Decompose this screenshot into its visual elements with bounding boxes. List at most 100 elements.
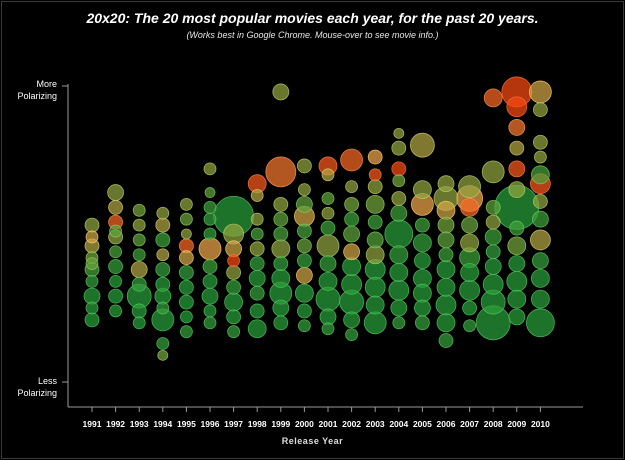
movie-bubble[interactable] bbox=[485, 244, 501, 260]
movie-bubble[interactable] bbox=[271, 268, 291, 288]
movie-bubble[interactable] bbox=[109, 245, 122, 259]
movie-bubble[interactable] bbox=[249, 303, 265, 319]
movie-bubble[interactable] bbox=[438, 247, 454, 263]
movie-bubble[interactable] bbox=[531, 165, 550, 185]
movie-bubble[interactable] bbox=[436, 277, 456, 297]
movie-bubble[interactable] bbox=[482, 273, 504, 295]
movie-bubble[interactable] bbox=[272, 299, 290, 317]
movie-bubble[interactable] bbox=[227, 325, 241, 339]
movie-bubble[interactable] bbox=[155, 232, 171, 248]
movie-bubble[interactable] bbox=[484, 228, 502, 246]
movie-bubble[interactable] bbox=[461, 216, 479, 234]
movie-bubble[interactable] bbox=[203, 200, 217, 214]
movie-bubble[interactable] bbox=[365, 245, 385, 265]
movie-bubble[interactable] bbox=[132, 233, 146, 247]
movie-bubble[interactable] bbox=[367, 179, 383, 195]
movie-bubble[interactable] bbox=[508, 119, 526, 136]
movie-bubble[interactable] bbox=[249, 285, 265, 301]
movie-bubble[interactable] bbox=[463, 319, 477, 333]
movie-bubble[interactable] bbox=[156, 337, 170, 350]
movie-bubble[interactable] bbox=[462, 300, 478, 316]
movie-bubble[interactable] bbox=[108, 199, 123, 215]
movie-bubble[interactable] bbox=[249, 241, 265, 257]
movie-bubble[interactable] bbox=[180, 228, 192, 240]
movie-bubble[interactable] bbox=[155, 217, 171, 233]
movie-bubble[interactable] bbox=[85, 230, 99, 244]
movie-bubble[interactable] bbox=[178, 294, 194, 310]
movie-bubble[interactable] bbox=[391, 161, 407, 177]
movie-bubble[interactable] bbox=[273, 226, 289, 242]
movie-bubble[interactable] bbox=[85, 301, 99, 315]
movie-bubble[interactable] bbox=[85, 274, 99, 288]
movie-bubble[interactable] bbox=[265, 156, 297, 188]
movie-bubble[interactable] bbox=[435, 294, 457, 316]
movie-bubble[interactable] bbox=[203, 162, 217, 176]
movie-bubble[interactable] bbox=[345, 328, 359, 342]
movie-bubble[interactable] bbox=[367, 214, 383, 230]
movie-bubble[interactable] bbox=[436, 260, 456, 279]
movie-bubble[interactable] bbox=[201, 287, 219, 305]
movie-bubble[interactable] bbox=[132, 248, 146, 262]
movie-bubble[interactable] bbox=[227, 254, 241, 268]
movie-bubble[interactable] bbox=[412, 233, 432, 253]
movie-bubble[interactable] bbox=[413, 299, 431, 317]
movie-bubble[interactable] bbox=[273, 196, 289, 212]
movie-bubble[interactable] bbox=[366, 231, 384, 249]
movie-bubble[interactable] bbox=[297, 183, 311, 197]
movie-bubble[interactable] bbox=[345, 180, 359, 194]
movie-bubble[interactable] bbox=[533, 102, 548, 118]
movie-bubble[interactable] bbox=[198, 237, 222, 261]
movie-bubble[interactable] bbox=[320, 220, 336, 236]
movie-bubble[interactable] bbox=[390, 299, 408, 317]
movie-bubble[interactable] bbox=[203, 316, 217, 330]
movie-bubble[interactable] bbox=[155, 276, 171, 292]
movie-bubble[interactable] bbox=[437, 216, 455, 234]
movie-bubble[interactable] bbox=[365, 295, 385, 315]
movie-bubble[interactable] bbox=[460, 233, 480, 253]
movie-bubble[interactable] bbox=[342, 257, 362, 276]
movie-bubble[interactable] bbox=[202, 259, 218, 274]
movie-bubble[interactable] bbox=[226, 279, 242, 295]
movie-bubble[interactable] bbox=[413, 252, 431, 270]
movie-bubble[interactable] bbox=[157, 349, 169, 361]
movie-bubble[interactable] bbox=[508, 181, 526, 199]
movie-bubble[interactable] bbox=[341, 273, 363, 295]
movie-bubble[interactable] bbox=[297, 319, 311, 333]
movie-bubble[interactable] bbox=[460, 197, 480, 217]
movie-bubble[interactable] bbox=[507, 236, 527, 256]
movie-bubble[interactable] bbox=[526, 308, 555, 338]
movie-bubble[interactable] bbox=[273, 211, 289, 227]
movie-bubble[interactable] bbox=[484, 258, 502, 275]
movie-bubble[interactable] bbox=[409, 132, 435, 158]
movie-bubble[interactable] bbox=[363, 311, 387, 335]
movie-bubble[interactable] bbox=[343, 225, 361, 243]
movie-bubble[interactable] bbox=[248, 269, 266, 287]
movie-bubble[interactable] bbox=[296, 253, 312, 269]
movie-bubble[interactable] bbox=[412, 283, 432, 303]
movie-bubble[interactable] bbox=[109, 274, 122, 288]
movie-bubble[interactable] bbox=[156, 301, 170, 315]
movie-bubble[interactable] bbox=[393, 127, 405, 139]
movie-bubble[interactable] bbox=[84, 217, 100, 233]
movie-bubble[interactable] bbox=[392, 174, 406, 188]
movie-bubble[interactable] bbox=[389, 245, 409, 265]
movie-bubble[interactable] bbox=[533, 134, 548, 150]
movie-bubble[interactable] bbox=[534, 150, 547, 164]
movie-bubble[interactable] bbox=[130, 261, 148, 278]
movie-bubble[interactable] bbox=[203, 304, 217, 318]
movie-bubble[interactable] bbox=[343, 243, 361, 261]
movie-bubble[interactable] bbox=[483, 88, 503, 108]
movie-bubble[interactable] bbox=[414, 315, 430, 331]
movie-bubble[interactable] bbox=[132, 218, 146, 232]
movie-bubble[interactable] bbox=[178, 265, 194, 280]
movie-bubble[interactable] bbox=[392, 316, 406, 330]
movie-bubble[interactable] bbox=[532, 252, 549, 270]
movie-bubble[interactable] bbox=[179, 310, 193, 324]
movie-bubble[interactable] bbox=[272, 83, 290, 101]
movie-bubble[interactable] bbox=[364, 276, 386, 298]
movie-bubble[interactable] bbox=[296, 303, 312, 319]
movie-bubble[interactable] bbox=[296, 223, 312, 239]
movie-bubble[interactable] bbox=[531, 289, 550, 309]
movie-bubble[interactable] bbox=[460, 263, 480, 282]
movie-bubble[interactable] bbox=[271, 239, 291, 259]
